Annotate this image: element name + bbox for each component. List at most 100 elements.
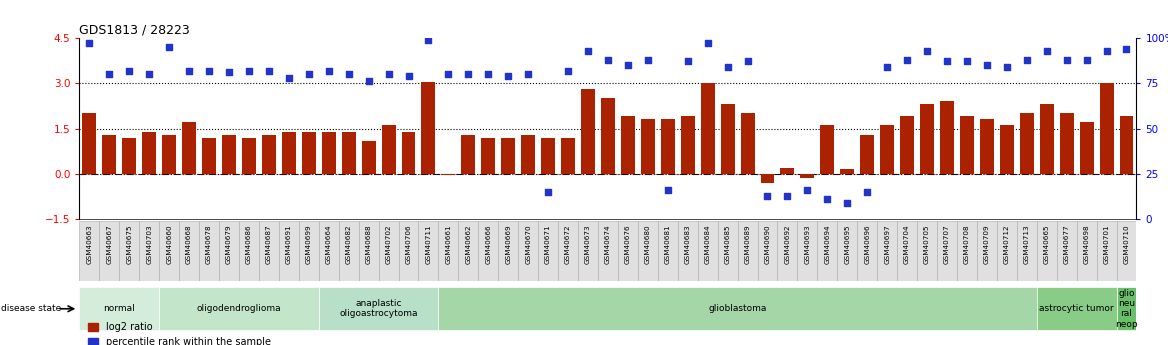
Point <box>1057 57 1076 62</box>
Bar <box>641 119 655 174</box>
Point <box>100 71 119 77</box>
Bar <box>479 221 499 281</box>
Bar <box>99 221 119 281</box>
Text: GSM40712: GSM40712 <box>1003 225 1010 264</box>
Bar <box>159 287 319 330</box>
Point <box>679 59 697 64</box>
Bar <box>917 221 937 281</box>
Text: GSM40685: GSM40685 <box>724 225 731 264</box>
Point <box>1037 48 1056 53</box>
Bar <box>1017 221 1037 281</box>
Bar <box>83 114 97 174</box>
Text: GSM40682: GSM40682 <box>346 225 352 264</box>
Point <box>1117 46 1135 51</box>
Bar <box>638 221 658 281</box>
Text: GSM40670: GSM40670 <box>526 225 531 264</box>
Bar <box>202 138 216 174</box>
Point <box>878 64 897 70</box>
Text: GSM40708: GSM40708 <box>964 225 969 264</box>
Bar <box>818 221 837 281</box>
Bar <box>119 221 139 281</box>
Bar <box>897 221 917 281</box>
Bar <box>103 135 117 174</box>
Text: GSM40710: GSM40710 <box>1124 225 1129 264</box>
Text: GSM40703: GSM40703 <box>146 225 152 264</box>
Text: disease state: disease state <box>1 304 62 313</box>
Bar <box>418 221 438 281</box>
Bar <box>259 221 279 281</box>
Text: GSM40671: GSM40671 <box>545 225 551 264</box>
Bar <box>558 221 578 281</box>
Point <box>798 187 816 193</box>
Bar <box>960 117 974 174</box>
Bar <box>279 221 299 281</box>
Bar <box>881 126 895 174</box>
Bar <box>800 174 814 178</box>
Text: GSM40689: GSM40689 <box>744 225 751 264</box>
Text: GSM40672: GSM40672 <box>565 225 571 264</box>
Text: GSM40691: GSM40691 <box>286 225 292 264</box>
Bar <box>501 138 515 174</box>
Text: GSM40706: GSM40706 <box>405 225 411 264</box>
Point <box>538 189 557 195</box>
Bar <box>861 135 874 174</box>
Bar <box>521 135 535 174</box>
Bar <box>760 174 774 183</box>
Text: GSM40697: GSM40697 <box>884 225 890 264</box>
Point <box>619 62 638 68</box>
Point <box>479 71 498 77</box>
Point <box>738 59 757 64</box>
Bar <box>382 126 396 174</box>
Bar <box>199 221 220 281</box>
Bar <box>359 221 378 281</box>
Bar <box>1117 287 1136 330</box>
Bar <box>541 138 555 174</box>
Bar <box>339 221 359 281</box>
Bar <box>1079 122 1093 174</box>
Bar <box>79 287 159 330</box>
Point <box>439 71 458 77</box>
Bar <box>1020 114 1034 174</box>
Text: GSM40678: GSM40678 <box>206 225 213 264</box>
Text: GSM40709: GSM40709 <box>983 225 990 264</box>
Point <box>639 57 658 62</box>
Point <box>938 59 957 64</box>
Text: GSM40707: GSM40707 <box>944 225 950 264</box>
Bar <box>182 122 196 174</box>
Bar <box>920 104 934 174</box>
Text: GSM40673: GSM40673 <box>585 225 591 264</box>
Bar <box>162 135 176 174</box>
Text: GSM40664: GSM40664 <box>326 225 332 264</box>
Text: GSM40704: GSM40704 <box>904 225 910 264</box>
Bar <box>677 221 697 281</box>
Bar <box>937 221 957 281</box>
Text: GSM40681: GSM40681 <box>665 225 670 264</box>
Point <box>978 62 996 68</box>
Text: GSM40683: GSM40683 <box>684 225 690 264</box>
Point <box>578 48 597 53</box>
Point <box>519 71 537 77</box>
Bar <box>438 221 458 281</box>
Point <box>200 68 218 73</box>
Bar <box>741 114 755 174</box>
Text: glioblastoma: glioblastoma <box>709 304 766 313</box>
Point <box>140 71 159 77</box>
Bar <box>262 135 276 174</box>
Point <box>958 59 976 64</box>
Bar <box>362 141 376 174</box>
Text: GSM40705: GSM40705 <box>924 225 930 264</box>
Point <box>340 71 359 77</box>
Bar <box>499 221 519 281</box>
Text: GSM40668: GSM40668 <box>186 225 192 264</box>
Point <box>459 71 478 77</box>
Bar <box>342 131 355 174</box>
Bar <box>840 169 854 174</box>
Point <box>299 71 318 77</box>
Point <box>918 48 937 53</box>
Text: GSM40669: GSM40669 <box>506 225 512 264</box>
Text: GSM40680: GSM40680 <box>645 225 651 264</box>
Bar <box>661 119 675 174</box>
Text: GSM40696: GSM40696 <box>864 225 870 264</box>
Bar <box>758 221 778 281</box>
Bar <box>780 168 794 174</box>
